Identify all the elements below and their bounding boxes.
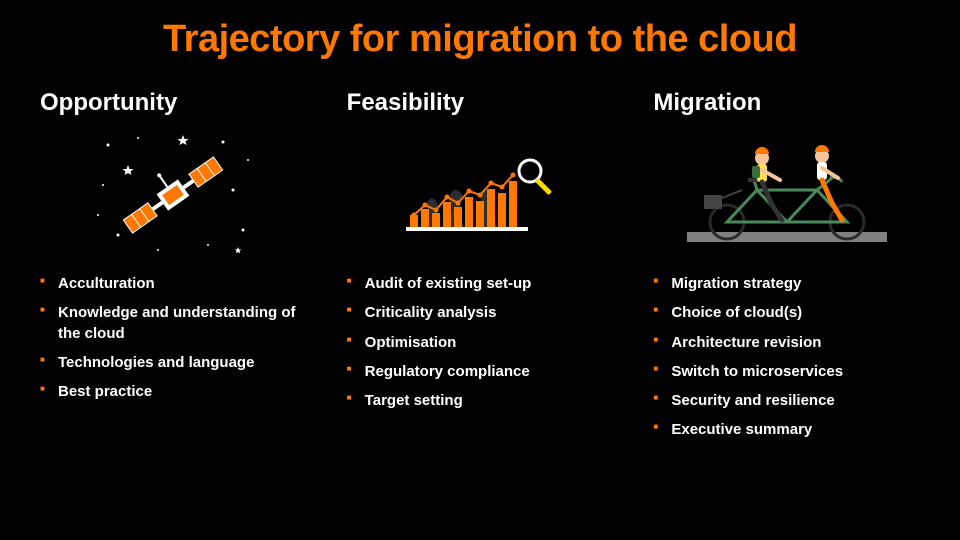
list-item: Acculturation (40, 274, 307, 294)
slide: Trajectory for migration to the cloud Op… (0, 0, 960, 540)
list-item: Criticality analysis (347, 303, 614, 323)
list-item: Migration strategy (653, 274, 920, 294)
list-item: Architecture revision (653, 333, 920, 353)
slide-title: Trajectory for migration to the cloud (40, 18, 920, 61)
list-item: Security and resilience (653, 391, 920, 411)
list-item: Knowledge and understanding of the cloud (40, 303, 307, 344)
list-item: Switch to microservices (653, 362, 920, 382)
list-item: Technologies and language (40, 353, 307, 373)
column-heading: Migration (653, 89, 920, 117)
bullet-list: Acculturation Knowledge and understandin… (40, 274, 307, 402)
satellite-icon (40, 127, 307, 262)
tandem-icon (653, 127, 920, 262)
list-item: Choice of cloud(s) (653, 303, 920, 323)
list-item: Optimisation (347, 333, 614, 353)
bullet-list: Migration strategy Choice of cloud(s) Ar… (653, 274, 920, 441)
column-feasibility: Feasibility (347, 89, 614, 450)
column-migration: Migration (653, 89, 920, 450)
list-item: Audit of existing set-up (347, 274, 614, 294)
chart-icon (347, 127, 614, 262)
list-item: Executive summary (653, 420, 920, 440)
column-opportunity: Opportunity (40, 89, 307, 450)
bullet-list: Audit of existing set-up Criticality ana… (347, 274, 614, 411)
list-item: Best practice (40, 382, 307, 402)
columns-container: Opportunity (40, 89, 920, 450)
list-item: Target setting (347, 391, 614, 411)
list-item: Regulatory compliance (347, 362, 614, 382)
column-heading: Opportunity (40, 89, 307, 117)
column-heading: Feasibility (347, 89, 614, 117)
